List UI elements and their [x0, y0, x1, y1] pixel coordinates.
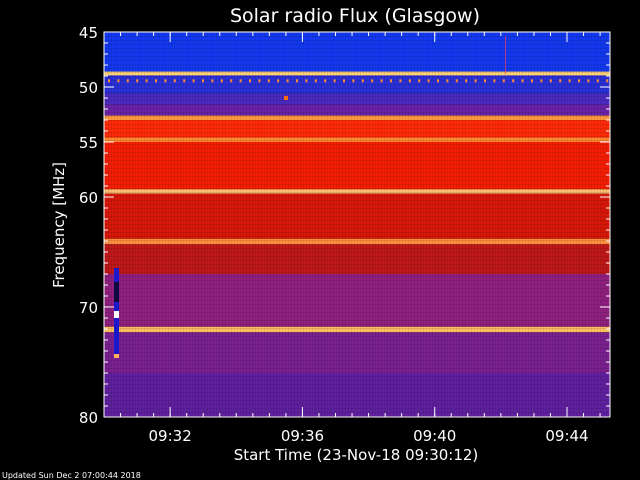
- interference-dot: [108, 79, 110, 83]
- interference-dot: [258, 79, 261, 83]
- interference-dot: [465, 79, 468, 83]
- interference-dot: [540, 79, 543, 83]
- interference-dot: [455, 79, 458, 83]
- interference-dot: [446, 79, 449, 83]
- burst-column-tip: [114, 354, 119, 358]
- interference-dot: [145, 79, 148, 83]
- x-axis-label: Start Time (23-Nov-18 09:30:12): [234, 446, 479, 464]
- interference-dot: [155, 79, 157, 83]
- interference-dot: [220, 79, 223, 83]
- interference-dot: [418, 79, 421, 83]
- y-tick-label: 80: [79, 409, 98, 427]
- interference-dot: [512, 79, 515, 83]
- interference-dot: [202, 79, 204, 83]
- interference-dot: [230, 79, 233, 83]
- interference-dot: [521, 79, 524, 83]
- interference-dot: [296, 79, 298, 83]
- interference-dot: [559, 79, 562, 83]
- interference-dot: [164, 79, 167, 83]
- interference-dot: [427, 79, 430, 83]
- interference-dot: [474, 79, 477, 83]
- updated-footer: Updated Sun Dec 2 07:00:44 2018: [2, 471, 141, 480]
- y-tick-label: 50: [79, 79, 98, 97]
- interference-dot: [596, 79, 599, 83]
- interference-dot: [343, 79, 345, 83]
- interference-dot: [390, 79, 392, 83]
- interference-dot: [333, 79, 336, 83]
- interference-dot: [531, 79, 533, 83]
- interference-dot: [361, 79, 364, 83]
- interference-dot: [136, 79, 139, 83]
- x-tick-label: 09:36: [281, 427, 324, 445]
- x-tick-label: 09:44: [545, 427, 588, 445]
- interference-dot: [352, 79, 355, 83]
- x-tick-label: 09:32: [149, 427, 192, 445]
- burst-column-bright: [114, 311, 119, 318]
- axes: 09:32 09:36 09:40 09:44 45 50 55 60 70 80: [79, 24, 611, 445]
- interference-dot: [126, 79, 129, 83]
- interference-dot: [324, 79, 327, 83]
- plot-area: [104, 32, 610, 417]
- y-tick-label: 70: [79, 299, 98, 317]
- spike-line: [505, 36, 506, 74]
- interference-dot: [239, 79, 242, 83]
- interference-dot: [549, 79, 552, 83]
- x-tick-label: 09:40: [413, 427, 456, 445]
- interference-dot: [380, 79, 383, 83]
- interference-dot: [502, 79, 505, 83]
- interference-dot: [305, 79, 308, 83]
- interference-dot: [173, 79, 176, 83]
- y-axis-label: Frequency [MHz]: [50, 162, 68, 288]
- interference-dot: [371, 79, 374, 83]
- y-tick-label: 55: [79, 134, 98, 152]
- interference-dot: [267, 79, 270, 83]
- interference-dot: [314, 79, 317, 83]
- interference-dot: [249, 79, 251, 83]
- interference-dot: [606, 79, 609, 83]
- interference-dot: [587, 79, 590, 83]
- y-tick-label: 60: [79, 189, 98, 207]
- interference-dot: [399, 79, 402, 83]
- interference-dot: [568, 79, 571, 83]
- interference-dot: [286, 79, 289, 83]
- interference-dot: [484, 79, 486, 83]
- interference-dot: [277, 79, 280, 83]
- interference-dot: [578, 79, 580, 83]
- burst-mark-small: [284, 96, 288, 100]
- interference-dot: [192, 79, 195, 83]
- chart-title: Solar radio Flux (Glasgow): [230, 5, 480, 27]
- interference-dot: [437, 79, 439, 83]
- interference-dot: [211, 79, 214, 83]
- interference-dot: [493, 79, 496, 83]
- y-tick-label: 45: [79, 24, 98, 42]
- burst-column-dark: [114, 282, 119, 302]
- interference-dot: [117, 79, 120, 83]
- interference-dot: [183, 79, 186, 83]
- interference-dot: [408, 79, 411, 83]
